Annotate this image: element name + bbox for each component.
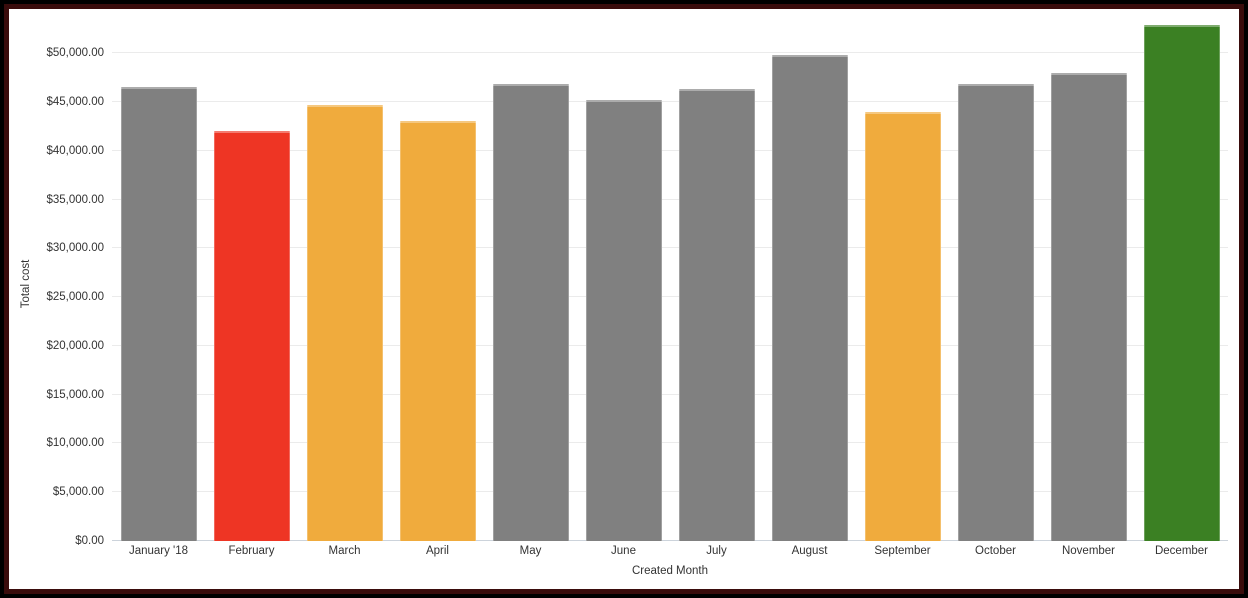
x-tick-label-may: May	[519, 545, 542, 557]
y-tick-label-20000: $20,000.00	[46, 339, 104, 352]
bar-november[interactable]	[1051, 73, 1127, 541]
bar-august[interactable]	[772, 55, 848, 541]
x-axis-baseline	[112, 540, 1228, 541]
x-tick-label-february: February	[228, 545, 275, 557]
chart-container: Total cost $0.00 $5,000.00 $10,000.00 $15,0…	[9, 9, 1239, 589]
x-axis-labels: January '18 February March April May June July…	[112, 545, 1228, 561]
y-tick-label-0: $0.00	[75, 535, 104, 547]
gridline-40000	[112, 149, 1228, 151]
bar-june[interactable]	[586, 100, 662, 541]
x-tick-label-november: November	[1061, 545, 1116, 557]
y-tick-label-45000: $45,000.00	[46, 96, 104, 109]
bar-january-18[interactable]	[121, 87, 197, 541]
y-axis-labels: $0.00 $5,000.00 $10,000.00 $15,000.00 $20,00…	[9, 25, 104, 547]
gridline-20000	[112, 344, 1228, 346]
gridline-50000	[112, 52, 1228, 54]
x-tick-label-october: October	[975, 545, 1016, 557]
gridline-10000	[112, 442, 1228, 444]
gridline-45000	[112, 101, 1228, 103]
y-tick-label-15000: $15,000.00	[46, 388, 104, 401]
y-tick-label-35000: $35,000.00	[46, 193, 104, 206]
y-tick-label-25000: $25,000.00	[46, 291, 104, 304]
gridline-30000	[112, 247, 1228, 249]
bar-december[interactable]	[1144, 25, 1220, 541]
y-tick-label-50000: $50,000.00	[46, 47, 104, 60]
bar-may[interactable]	[493, 84, 569, 541]
x-tick-label-december: December	[1154, 545, 1209, 557]
gridline-15000	[112, 393, 1228, 395]
y-tick-label-10000: $10,000.00	[46, 437, 104, 450]
y-tick-label-5000: $5,000.00	[52, 486, 104, 499]
bar-february[interactable]	[214, 131, 290, 541]
bar-march[interactable]	[307, 105, 383, 541]
y-tick-label-40000: $40,000.00	[46, 144, 104, 157]
x-axis-title: Created Month	[631, 565, 709, 577]
gridline-5000	[112, 491, 1228, 493]
bar-april[interactable]	[400, 121, 476, 541]
x-tick-label-july: July	[706, 545, 727, 557]
plot-area	[112, 25, 1228, 541]
gridline-35000	[112, 198, 1228, 200]
x-tick-label-april: April	[425, 545, 449, 557]
bar-september[interactable]	[865, 112, 941, 541]
x-tick-label-june: June	[611, 545, 636, 557]
x-tick-label-january-18: January '18	[128, 545, 189, 557]
bar-october[interactable]	[958, 84, 1034, 541]
gridline-25000	[112, 296, 1228, 298]
x-tick-label-march: March	[328, 545, 361, 557]
y-tick-label-30000: $30,000.00	[46, 242, 104, 255]
chart-panel: Total cost $0.00 $5,000.00 $10,000.00 $15,0…	[4, 4, 1244, 594]
bar-july[interactable]	[679, 89, 755, 541]
x-tick-label-august: August	[791, 545, 828, 557]
x-tick-label-september: September	[874, 545, 931, 557]
